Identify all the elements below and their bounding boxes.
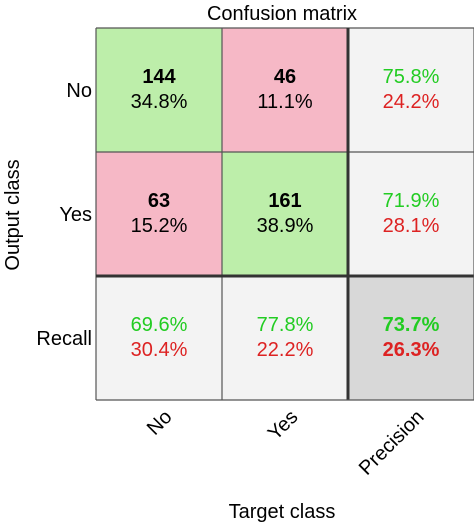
cell-percent-0-1: 11.1% bbox=[257, 91, 312, 113]
cell-percent-0-0: 34.8% bbox=[131, 91, 188, 113]
cell-count-1-1: 161 bbox=[268, 190, 301, 212]
matrix-cell-0-0 bbox=[96, 28, 222, 152]
cell-good-2-2: 73.7% bbox=[383, 314, 440, 336]
x-tick-label: Yes bbox=[264, 406, 303, 445]
x-tick-label: Precision bbox=[355, 406, 429, 480]
cell-good-0-2: 75.8% bbox=[383, 66, 440, 88]
matrix-cell-1-2 bbox=[348, 152, 474, 276]
cell-count-1-0: 63 bbox=[148, 190, 170, 212]
cell-count-0-1: 46 bbox=[274, 66, 296, 88]
matrix-grid bbox=[95, 27, 474, 401]
chart-title: Confusion matrix bbox=[207, 3, 357, 25]
cell-bad-2-0: 30.4% bbox=[131, 339, 188, 361]
matrix-cell-2-1 bbox=[222, 276, 348, 400]
cell-percent-1-0: 15.2% bbox=[131, 215, 188, 237]
y-tick-label: Yes bbox=[59, 204, 92, 226]
y-axis-label: Output class bbox=[2, 159, 24, 270]
matrix-cell-0-2 bbox=[348, 28, 474, 152]
matrix-cell-2-0 bbox=[96, 276, 222, 400]
cell-good-2-1: 77.8% bbox=[257, 314, 314, 336]
matrix-cell-1-1 bbox=[222, 152, 348, 276]
cell-good-2-0: 69.6% bbox=[131, 314, 188, 336]
matrix-cells: 144 34.8% 46 11.1% 75.8% 24.2% 63 15.2% 161 38.9%… bbox=[96, 28, 474, 400]
cell-percent-1-1: 38.9% bbox=[257, 215, 314, 237]
matrix-cell-2-2 bbox=[348, 276, 474, 400]
cell-bad-2-1: 22.2% bbox=[257, 339, 314, 361]
cell-bad-2-2: 26.3% bbox=[383, 339, 440, 361]
matrix-cell-1-0 bbox=[96, 152, 222, 276]
cell-count-0-0: 144 bbox=[142, 66, 176, 88]
x-axis-label: Target class bbox=[229, 501, 336, 523]
cell-bad-1-2: 28.1% bbox=[383, 215, 440, 237]
x-tick-label: No bbox=[143, 406, 177, 440]
cell-good-1-2: 71.9% bbox=[383, 190, 440, 212]
y-tick-label: No bbox=[66, 80, 92, 102]
cell-bad-0-2: 24.2% bbox=[383, 91, 440, 113]
y-tick-label: Recall bbox=[36, 328, 92, 350]
matrix-cell-0-1 bbox=[222, 28, 348, 152]
